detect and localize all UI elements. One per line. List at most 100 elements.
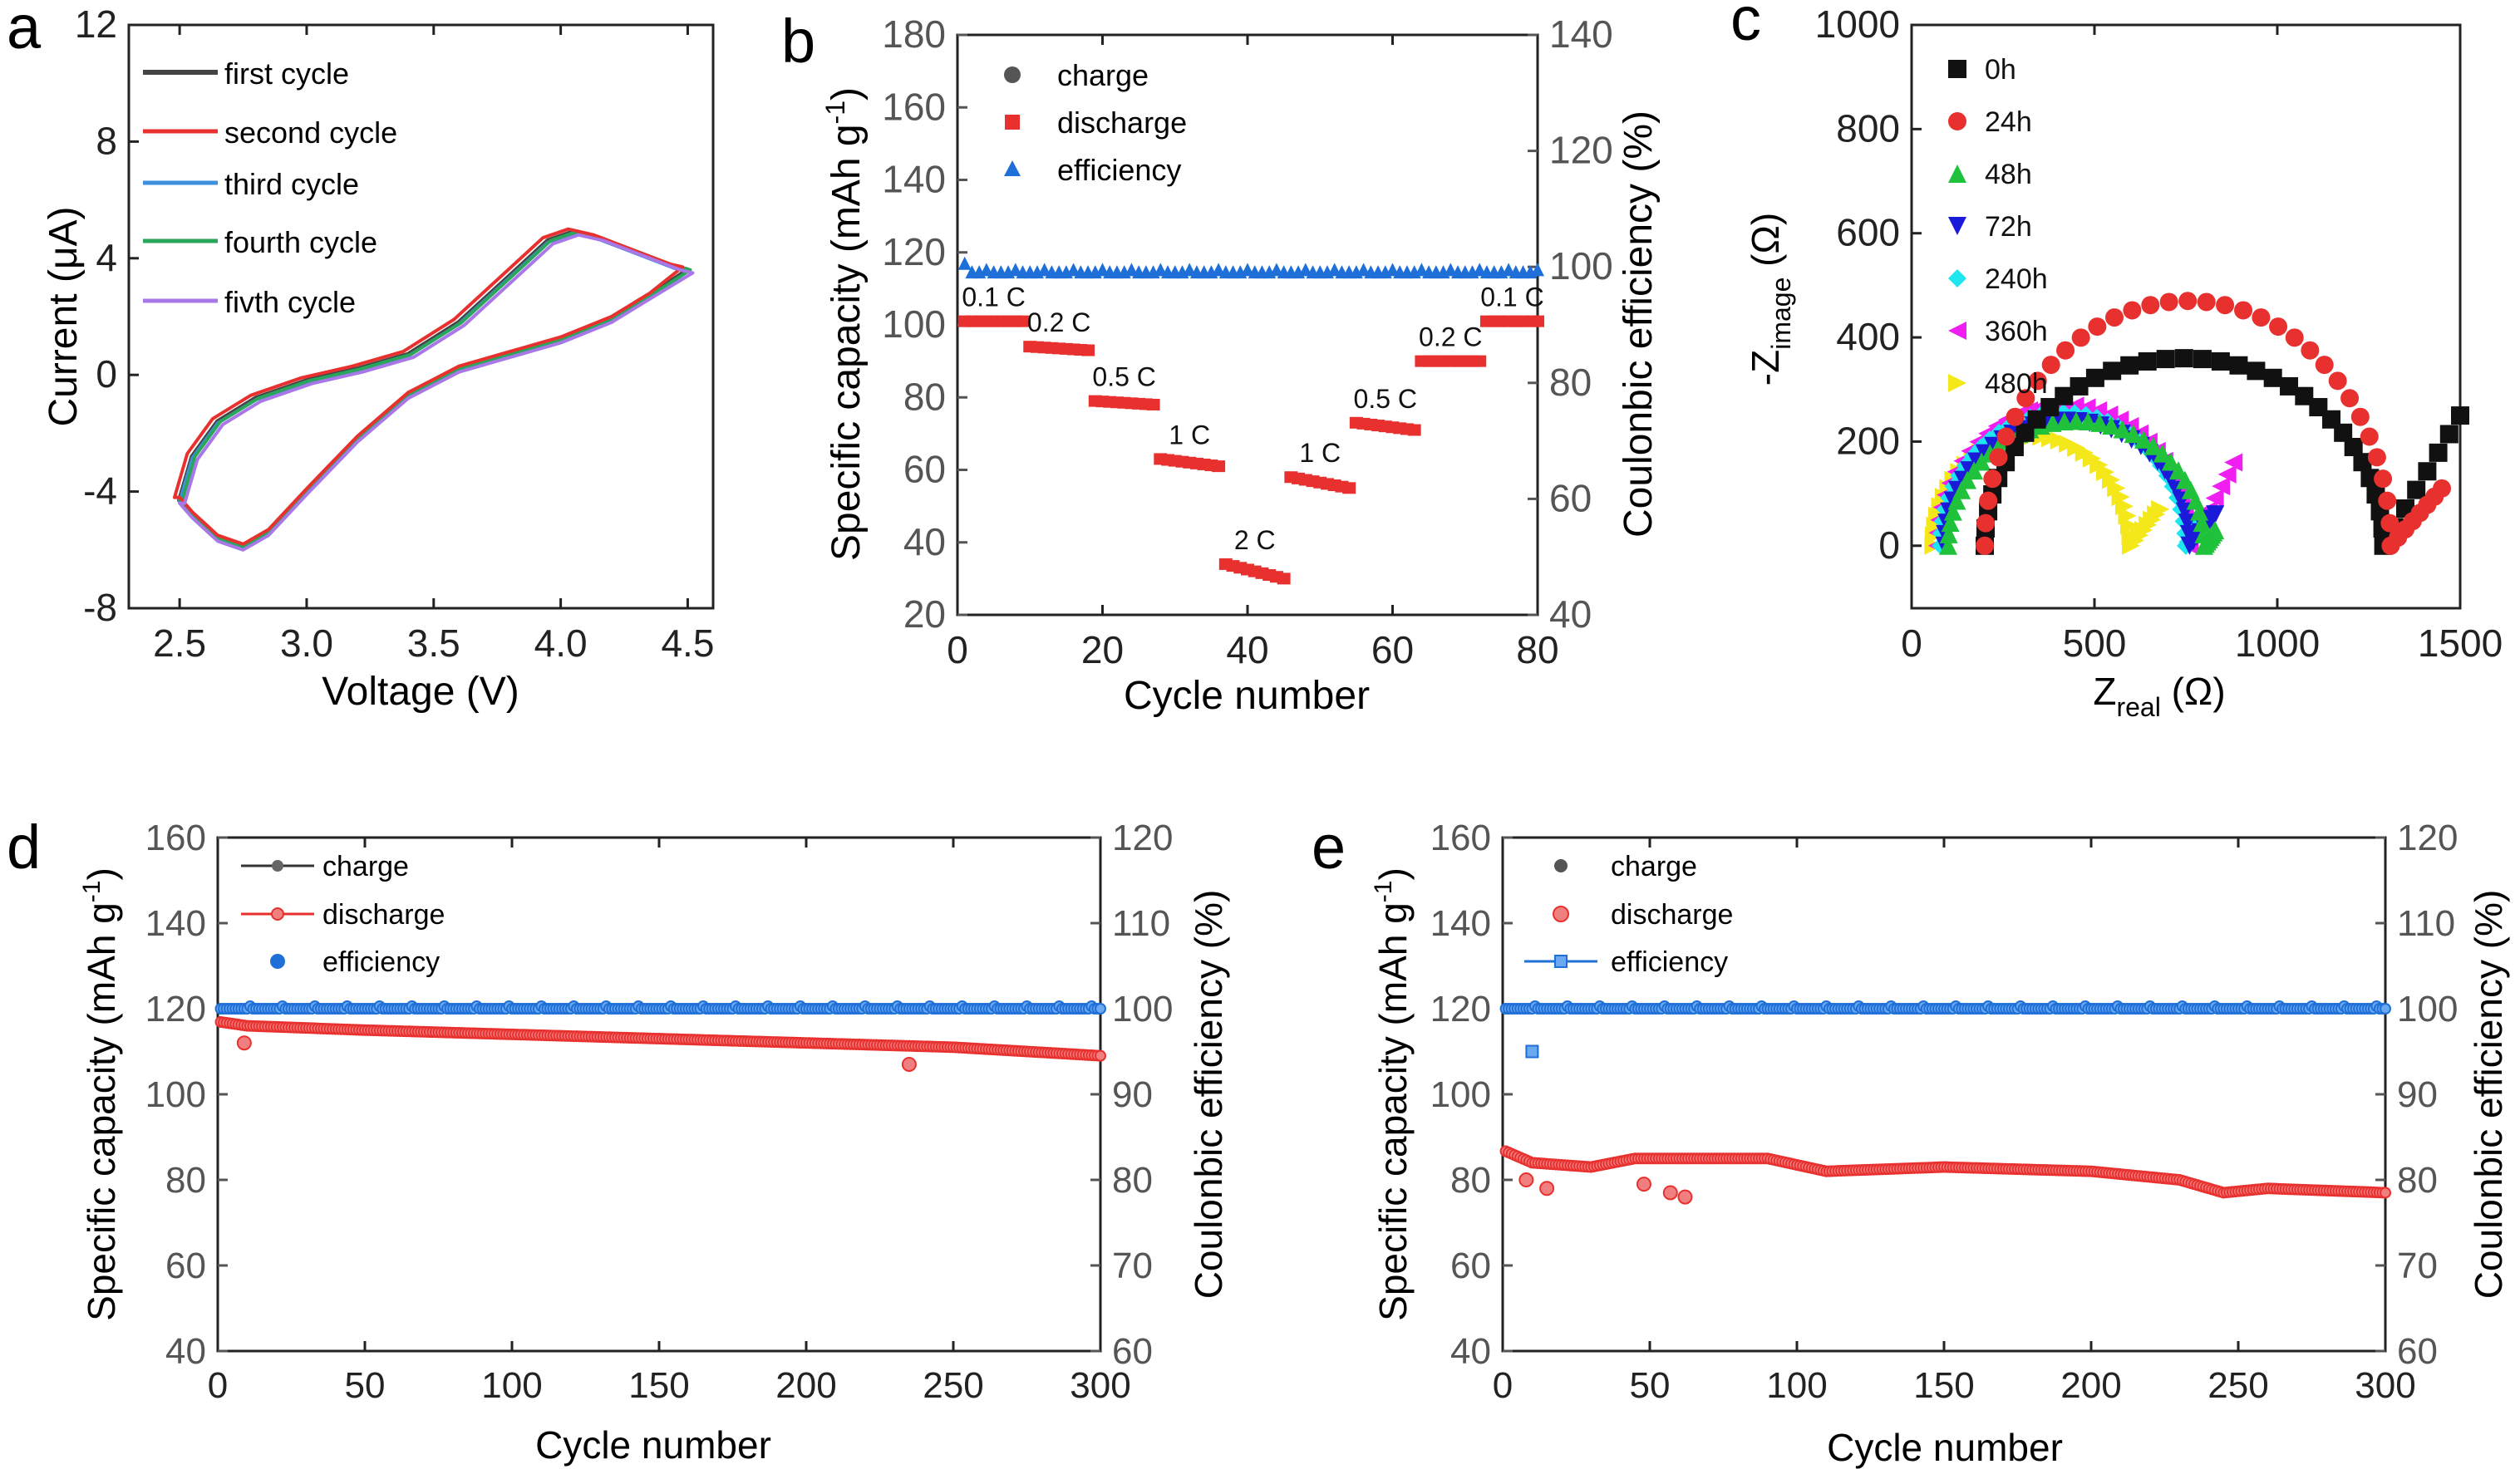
legend-c-48h: 48h <box>1985 159 2032 190</box>
legend-marker-efficiency <box>1004 160 1021 176</box>
eis-point <box>1983 469 2002 489</box>
a-xtick-label: 3.0 <box>280 622 333 665</box>
a-xtick-label: 3.5 <box>407 622 460 665</box>
panel-e-y2label: Coulonbic efficiency (%) <box>2467 890 2510 1300</box>
panel-e-ylabel: Specific capacity (mAh g-1) <box>1370 867 1415 1321</box>
eis-point <box>2269 317 2288 337</box>
b-ytick-label: 140 <box>882 158 946 201</box>
efficiency-point <box>1037 263 1051 277</box>
legend-marker-d-discharge <box>271 907 284 921</box>
d-ytick-label: 140 <box>145 903 206 944</box>
eis-point <box>2211 351 2230 371</box>
e-y2tick-label: 120 <box>2397 818 2458 858</box>
d-ytick-label: 80 <box>165 1160 206 1201</box>
panel-b-letter: b <box>781 7 815 76</box>
b-ytick-label: 80 <box>903 375 946 418</box>
legend-c-24h: 24h <box>1985 106 2032 138</box>
panel-e-data <box>1499 1000 2391 1205</box>
eis-point <box>1947 491 1966 510</box>
panel-a-ylabel: Current (μA) <box>42 206 86 426</box>
efficiency-point <box>1327 263 1341 277</box>
eis-point <box>2315 356 2334 375</box>
legend-c-0h: 0h <box>1985 54 2016 86</box>
eis-point <box>2360 427 2379 446</box>
d-y2tick-label: 120 <box>1112 818 1173 858</box>
discharge-point <box>1095 1049 1106 1062</box>
panel-b-legend: charge discharge efficiency <box>1004 58 1187 187</box>
eis-point <box>2138 351 2157 371</box>
eis-point <box>2178 292 2198 311</box>
eis-point <box>2217 464 2237 484</box>
panel-b-y2label: Coulonbic efficiency (%) <box>1617 111 1661 538</box>
eis-point <box>2344 438 2363 457</box>
eis-point <box>1941 513 1960 533</box>
legend-c-72h: 72h <box>1985 211 2032 243</box>
efficiency-point <box>1386 263 1400 277</box>
eis-point <box>2085 368 2104 387</box>
d-xtick-label: 50 <box>345 1365 386 1406</box>
eis-point <box>2124 425 2143 444</box>
e-xtick-label: 250 <box>2207 1365 2268 1406</box>
panel-d: d 0 50 100 150 200 250 300 406080100120140160 … <box>7 813 1230 1467</box>
c-ytick-label: 0 <box>1878 523 1900 567</box>
b-ytick-label: 40 <box>903 520 946 563</box>
eis-point <box>2151 499 2170 518</box>
panel-a-frame <box>127 23 715 610</box>
legend-marker-d-efficiency <box>270 954 285 969</box>
d-ytick-label: 120 <box>145 989 206 1029</box>
rate-label: 0.1 C <box>1480 283 1543 312</box>
legend-d-charge: charge <box>322 851 409 882</box>
panel-a-y-ticks: -8 -4 0 4 8 12 <box>75 2 139 629</box>
panel-a-cv-curves <box>173 227 695 552</box>
legend-e-discharge: discharge <box>1611 899 1733 931</box>
panel-c-ylabel: -Zimage (Ω) <box>1744 213 1796 386</box>
panel-c-frame <box>1910 23 2462 610</box>
efficiency-point <box>1212 263 1226 277</box>
panel-e-y-ticks: 40 60 80 100 120 140 160 <box>1430 818 1513 1372</box>
legend-d-discharge: discharge <box>322 899 445 931</box>
eis-point <box>2067 411 2085 430</box>
panel-b-y2-ticks: 40 60 80 100 120 140 <box>1528 12 1613 636</box>
eis-point <box>1939 536 1957 555</box>
eis-point <box>2429 443 2448 462</box>
efficiency-point <box>1531 263 1544 277</box>
eis-point <box>1948 165 1966 183</box>
eis-point <box>1948 374 1966 392</box>
eis-point <box>2103 361 2122 381</box>
eis-point <box>2120 356 2139 375</box>
c-xtick-label: 500 <box>2063 622 2127 665</box>
discharge-point <box>1016 315 1030 327</box>
rate-label: 1 C <box>1169 420 1210 450</box>
legend-marker-d-charge <box>272 860 283 872</box>
legend-b-efficiency: efficiency <box>1057 153 1181 187</box>
cv-curve-fivth-cycle <box>178 233 695 552</box>
c-ytick-label: 600 <box>1836 211 1900 254</box>
eis-point <box>2174 349 2193 368</box>
d-y2tick-label: 70 <box>1112 1246 1153 1286</box>
eis-point <box>2451 406 2469 425</box>
b-y2tick-label: 60 <box>1549 476 1592 519</box>
b-y2tick-label: 40 <box>1549 592 1592 636</box>
efficiency-point <box>1008 263 1022 277</box>
discharge-point <box>1146 398 1160 410</box>
eis-point <box>2156 350 2175 369</box>
efficiency-point <box>979 263 993 277</box>
panel-a-x-ticks: 2.5 3.0 3.5 4.0 4.5 <box>153 25 714 665</box>
b-y2tick-label: 120 <box>1549 129 1613 172</box>
eis-point <box>1979 491 1998 510</box>
panel-e-xlabel: Cycle number <box>1827 1426 2063 1469</box>
panel-e-letter: e <box>1312 813 1346 882</box>
panel-e-y2-ticks: 60 70 80 90 100 110 120 <box>2375 818 2458 1372</box>
eis-point <box>2161 452 2180 471</box>
efficiency-point <box>1095 1003 1106 1015</box>
eis-point <box>1948 217 1966 235</box>
eis-point <box>2205 489 2224 508</box>
eis-point <box>2378 491 2397 510</box>
b-xtick-label: 40 <box>1226 628 1268 671</box>
legend-b-discharge: discharge <box>1057 106 1187 140</box>
efficiency-point <box>1415 263 1429 277</box>
rate-label: 1 C <box>1299 438 1341 468</box>
cv-curve-third-cycle <box>178 232 690 550</box>
e-y2tick-label: 100 <box>2397 989 2458 1029</box>
